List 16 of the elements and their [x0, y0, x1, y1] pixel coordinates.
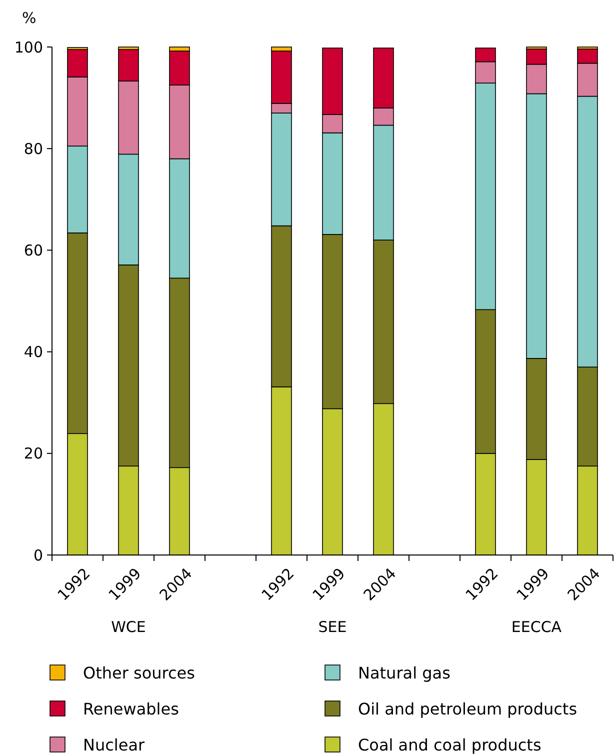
y-axis-title: % [22, 9, 36, 27]
y-tick-label: 0 [33, 546, 43, 564]
y-tick-label: 60 [24, 241, 43, 260]
legend-label: Natural gas [358, 664, 450, 683]
text: WCE [111, 618, 146, 636]
legend-label: Other sources [83, 664, 195, 683]
text: SEE [318, 618, 347, 636]
legend-label: Coal and coal products [358, 736, 542, 755]
y-tick-label: 100 [14, 38, 43, 56]
text: EECCA [511, 618, 562, 636]
legend-label: Oil and petroleum products [358, 700, 578, 719]
legend-label: Nuclear [83, 736, 145, 755]
y-tick-label: 20 [24, 444, 43, 463]
y-tick-label: 80 [24, 140, 43, 158]
y-tick-label: 40 [24, 343, 43, 362]
legend-label: Renewables [83, 700, 179, 719]
